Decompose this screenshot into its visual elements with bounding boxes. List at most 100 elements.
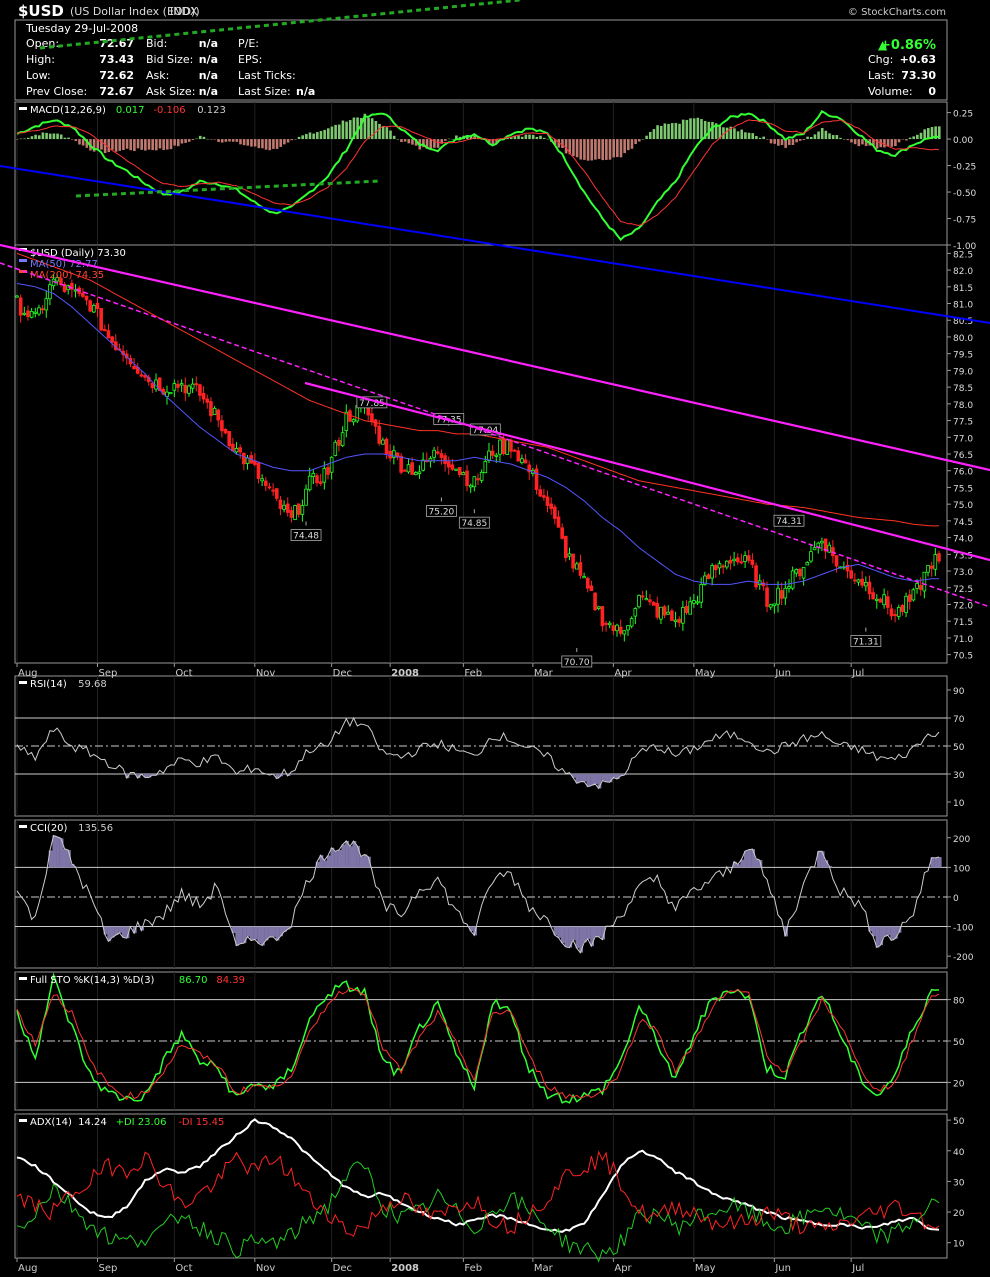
quote-value: n/a <box>199 53 218 66</box>
candle <box>516 450 521 462</box>
candle <box>637 595 641 608</box>
candle <box>933 554 938 570</box>
oversold-fill <box>886 926 891 936</box>
macd-histogram-bar <box>619 139 623 158</box>
oversold-fill <box>586 774 591 787</box>
macd-histogram-bar <box>520 136 524 140</box>
quote-label: Ask Size: <box>146 85 195 98</box>
candle <box>604 622 608 625</box>
annotation-label: 77.85 <box>359 399 385 409</box>
oversold-fill <box>582 774 587 782</box>
y-tick-label: 82.0 <box>953 267 973 277</box>
macd-histogram-bar <box>524 134 528 140</box>
macd-histogram-bar <box>641 139 645 140</box>
legend-entry: MA(200) 74.35 <box>30 270 104 281</box>
overbought-fill <box>348 846 353 868</box>
overbought-fill <box>52 835 57 868</box>
time-axis: Aug Sep Oct Nov Dec 2008 Feb Mar Apr May Jun Jul <box>16 1258 864 1274</box>
quote-value: n/a <box>199 69 218 82</box>
candle <box>242 452 246 465</box>
time-label: Nov <box>256 668 276 679</box>
oversold-fill <box>271 926 276 937</box>
macd-histogram-bar <box>433 139 436 148</box>
macd-histogram-bar <box>495 139 498 144</box>
candle <box>406 464 411 473</box>
oversold-fill <box>238 926 243 944</box>
candle <box>329 456 334 473</box>
candle <box>878 598 883 603</box>
panel-legend: Full STO %K(14,3) %D(3) 86.70 84.39 <box>19 975 245 986</box>
oversold-fill <box>868 926 873 932</box>
macd-histogram-bar <box>191 139 195 141</box>
overbought-fill <box>740 859 745 868</box>
candle <box>735 557 740 563</box>
overbought-fill <box>323 860 327 868</box>
panel-cci: 200 100 0 -100 -200 CCI(20) 135.56 <box>14 819 974 969</box>
macd-histogram-bar <box>594 139 597 160</box>
macd-histogram-bar <box>802 139 806 140</box>
candle <box>768 604 773 608</box>
macd-histogram-bar <box>784 139 787 148</box>
quote-grid: Open: 72.67 Bid: n/a P/E:High: 73.43 Bid Size:… <box>26 37 315 98</box>
macd-histogram-bar <box>791 139 795 145</box>
y-tick-label: 77.5 <box>953 418 973 428</box>
macd-histogram-bar <box>107 139 111 153</box>
macd-histogram-bar <box>389 130 392 140</box>
candle <box>556 516 561 528</box>
oversold-fill <box>249 926 254 941</box>
time-label: Apr <box>614 668 632 679</box>
macd-histogram-bar <box>169 139 173 150</box>
candle <box>574 563 579 570</box>
candle <box>900 604 905 613</box>
candle <box>26 310 30 318</box>
candle <box>827 544 832 553</box>
candle <box>571 553 575 569</box>
macd-histogram-bar <box>539 135 542 140</box>
macd-histogram-bar <box>67 137 70 140</box>
candle <box>585 577 590 589</box>
oversold-fill <box>286 926 291 930</box>
macd-histogram-bar <box>692 118 696 140</box>
macd-histogram-bar <box>275 139 279 149</box>
candle <box>220 420 224 432</box>
time-label: Sep <box>98 668 117 679</box>
candle <box>370 413 374 422</box>
magenta-trendline-dashed <box>0 262 990 608</box>
candle <box>37 307 41 315</box>
quote-label: Low: <box>26 69 51 82</box>
macd-histogram-bar <box>396 139 400 140</box>
candle <box>867 581 872 595</box>
panel-frame <box>14 101 948 246</box>
macd-histogram-bar <box>817 131 820 140</box>
macd-histogram-bar <box>579 139 583 160</box>
overbought-fill <box>356 845 360 868</box>
overbought-fill <box>59 838 64 868</box>
macd-histogram-bar <box>56 133 59 140</box>
oversold-fill <box>586 926 591 940</box>
candle <box>695 601 700 604</box>
candle <box>172 383 177 391</box>
candle <box>282 504 286 510</box>
macd-histogram-bar <box>627 139 630 151</box>
macd-histogram-bar <box>605 139 608 160</box>
candle <box>44 298 49 311</box>
macd-histogram-bar <box>74 139 78 142</box>
y-tick-label: -0.25 <box>953 163 976 173</box>
macd-histogram-bar <box>612 139 615 158</box>
macd-histogram-bar <box>162 139 165 151</box>
candle <box>534 468 539 491</box>
oversold-fill <box>246 926 251 937</box>
candle <box>765 587 769 607</box>
candle <box>805 562 810 566</box>
candle <box>337 439 341 446</box>
quote-right-value: +0.63 <box>900 53 936 66</box>
oversold-fill <box>879 926 884 946</box>
macd-histogram-bar <box>564 139 568 154</box>
macd-histogram-bar <box>886 139 890 147</box>
macd-histogram-bar <box>224 139 228 142</box>
macd-histogram-bar <box>630 139 634 149</box>
candle <box>410 462 414 475</box>
macd-histogram-bar <box>894 139 897 147</box>
oversold-fill <box>103 926 108 935</box>
macd-histogram-bar <box>590 139 594 161</box>
